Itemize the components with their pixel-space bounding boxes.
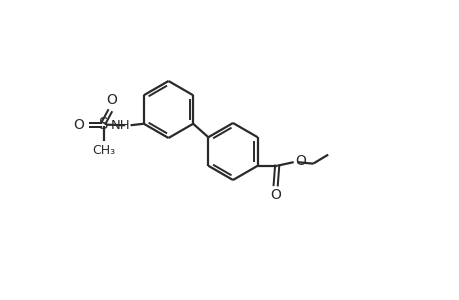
Text: O: O [269,188,280,202]
Text: O: O [106,93,117,106]
Text: CH₃: CH₃ [92,144,115,157]
Text: O: O [73,118,84,132]
Text: NH: NH [111,119,130,132]
Text: S: S [99,117,108,132]
Text: O: O [294,154,305,168]
